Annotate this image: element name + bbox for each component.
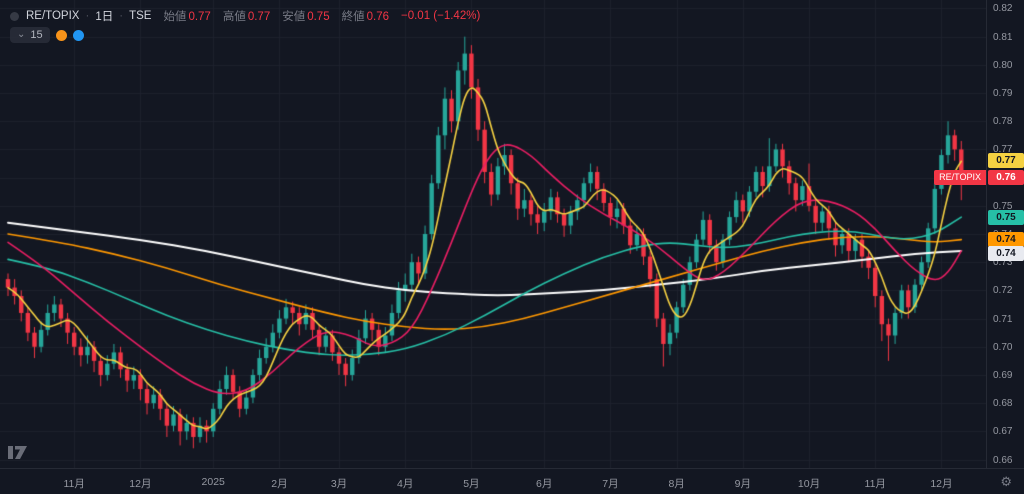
time-tick-label: 6月 (536, 478, 553, 490)
price-tick-label: 0.67 (993, 426, 1013, 438)
time-tick-label: 12月 (129, 478, 152, 490)
time-tick-label: 11月 (864, 478, 886, 490)
time-tick-label: 10月 (797, 478, 821, 490)
price-tick-label: 0.81 (993, 31, 1013, 43)
price-tick-label: 0.78 (993, 116, 1013, 128)
ma-teal-price-badge: 0.75 (988, 209, 1024, 225)
time-tick-label: 5月 (463, 478, 480, 490)
settings-gear-icon[interactable]: ⚙ (1000, 474, 1012, 489)
tradingview-logo-icon (8, 446, 27, 459)
indicator-dot-icon-2[interactable] (72, 29, 84, 41)
legend-separator: · (85, 10, 90, 22)
time-tick-label: 11月 (63, 478, 85, 490)
price-tick-label: 0.75 (993, 200, 1013, 212)
time-tick-label: 3月 (330, 478, 348, 490)
price-tick-label: 0.82 (993, 3, 1013, 15)
plot-area: RE/TOPIX · 1日 · TSE 始値 0.77 高値 0.77 安値 0.75… (0, 0, 986, 468)
exchange-label: TSE (129, 10, 152, 22)
symbol-icon (10, 11, 19, 21)
last-price-badge: 0.76 (988, 170, 1024, 186)
tradingview-logo[interactable] (8, 446, 34, 465)
chevron-down-icon: ⌄ (17, 29, 26, 40)
price-change-label: −0.01 (−1.42%) (401, 10, 481, 22)
price-tick-label: 0.77 (993, 144, 1013, 156)
price-tick-label: 0.66 (993, 454, 1013, 466)
price-tick-label: 0.79 (993, 88, 1013, 100)
indicator-dot-icon-1[interactable] (55, 29, 67, 41)
price-tick-label: 0.72 (993, 285, 1013, 297)
time-tick-label: 2025 (201, 476, 225, 488)
ma-200-price-badge: 0.74 (988, 246, 1024, 262)
interval-label[interactable]: 1日 (95, 11, 114, 23)
legend-toolbar: ⌄ 15 (10, 27, 84, 43)
hidden-indicator-count: 15 (30, 29, 43, 41)
price-tick-label: 0.71 (993, 313, 1013, 325)
symbol-legend[interactable]: RE/TOPIX · 1日 · TSE 始値 0.77 高値 0.77 安値 0.75… (10, 8, 480, 24)
ohlc-high: 高値 0.77 (222, 11, 271, 23)
ohlc-low: 安値 0.75 (282, 11, 330, 23)
price-tick-label: 0.73 (993, 257, 1013, 269)
time-tick-label: 8月 (668, 478, 685, 490)
price-tick-label: 0.69 (993, 369, 1013, 381)
legend-separator: · (119, 10, 124, 22)
symbol-title[interactable]: RE/TOPIX (26, 10, 80, 22)
price-tick-label: 0.80 (993, 59, 1013, 71)
candlestick-chart-canvas[interactable] (0, 0, 986, 468)
ohlc-close: 終値 0.76 (341, 11, 389, 23)
ma-fast-price-badge: 0.77 (988, 153, 1024, 169)
time-tick-label: 12月 (930, 478, 953, 490)
ohlc-open: 始値 0.77 (163, 11, 211, 23)
indicators-collapse-button[interactable]: ⌄ 15 (10, 27, 50, 43)
time-tick-label: 4月 (397, 478, 414, 490)
last-price-symbol-tag: RE/TOPIX (934, 170, 986, 186)
price-axis[interactable]: 0.820.810.800.790.780.770.760.750.740.73… (986, 0, 1024, 468)
time-tick-label: 2月 (271, 478, 288, 490)
price-tick-label: 0.68 (993, 398, 1013, 410)
ma-orange-price-badge: 0.74 (988, 232, 1024, 248)
time-tick-label: 9月 (734, 478, 751, 490)
price-tick-label: 0.70 (993, 341, 1013, 353)
time-tick-label: 7月 (602, 478, 619, 490)
time-axis[interactable]: ⚙ 11月 12月 2025 2月 3月 4月 5月 6月 7月 8月 9月 10月 11月 12月 (0, 468, 1024, 494)
